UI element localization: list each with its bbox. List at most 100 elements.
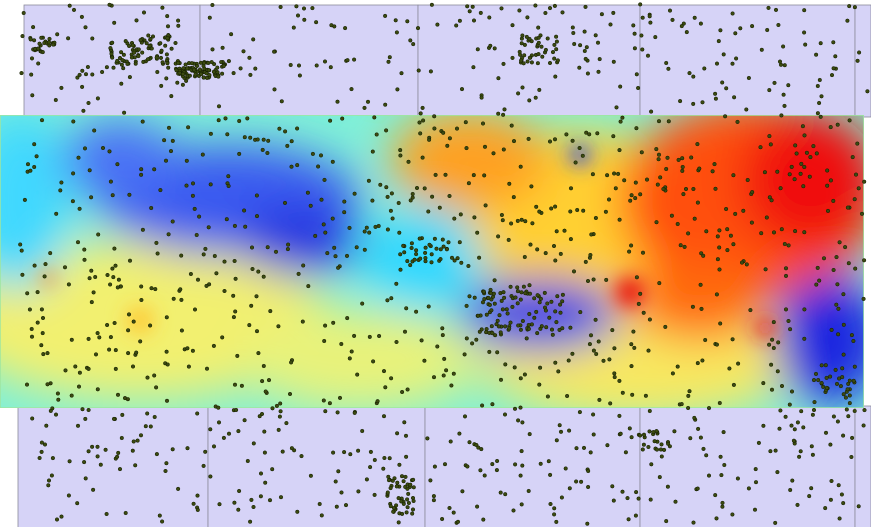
- sample-point: [547, 139, 553, 144]
- sample-point: [554, 320, 559, 325]
- sample-point: [846, 261, 851, 266]
- sample-point: [455, 519, 461, 524]
- sample-point: [555, 58, 560, 63]
- sample-point: [452, 216, 457, 221]
- sample-point: [115, 454, 120, 459]
- sample-point: [127, 192, 132, 197]
- sample-point: [91, 487, 96, 492]
- sample-point: [295, 509, 300, 514]
- sample-point: [90, 72, 95, 77]
- sample-point: [126, 328, 131, 333]
- sample-point: [108, 335, 113, 340]
- sample-point: [389, 376, 394, 381]
- sample-point: [862, 179, 867, 184]
- sample-point: [733, 31, 738, 36]
- sample-point: [801, 184, 806, 189]
- sample-point: [716, 39, 721, 44]
- sample-point: [552, 506, 557, 511]
- sample-point: [771, 345, 776, 351]
- sample-point: [138, 339, 143, 344]
- sample-point: [149, 286, 154, 291]
- sample-point: [493, 333, 498, 338]
- sample-point: [522, 254, 527, 260]
- sample-point: [166, 232, 171, 237]
- sample-point: [713, 186, 718, 191]
- sample-point: [696, 426, 701, 431]
- sample-point: [492, 278, 497, 283]
- sample-point: [195, 507, 200, 512]
- sample-point: [845, 205, 850, 210]
- sample-point: [242, 208, 247, 213]
- sample-point: [119, 50, 124, 55]
- sample-point: [489, 308, 494, 313]
- sample-point: [527, 311, 532, 317]
- sample-point: [62, 265, 68, 270]
- sample-point: [501, 112, 506, 117]
- sample-point: [162, 138, 167, 143]
- sample-point: [543, 251, 548, 256]
- sample-point: [154, 452, 159, 457]
- sample-point: [861, 423, 866, 428]
- sample-point: [557, 327, 562, 332]
- sample-point: [603, 209, 608, 214]
- sample-point: [364, 477, 369, 482]
- sample-point: [836, 306, 841, 311]
- sample-point: [680, 168, 685, 173]
- sample-point: [180, 82, 185, 87]
- sample-point: [109, 51, 114, 56]
- sample-point: [175, 80, 180, 85]
- sample-point: [651, 430, 656, 435]
- sample-point: [272, 87, 277, 92]
- sample-point: [518, 297, 523, 302]
- sample-point: [387, 55, 392, 60]
- sample-point: [502, 412, 508, 417]
- sample-point: [352, 57, 357, 62]
- sample-point: [232, 500, 237, 505]
- sample-point: [146, 33, 151, 38]
- sample-point: [89, 268, 94, 273]
- sample-point: [636, 301, 641, 306]
- sample-point: [764, 215, 769, 220]
- sample-point: [59, 180, 64, 185]
- sample-point: [426, 209, 431, 214]
- sample-point: [640, 447, 645, 452]
- sample-point: [676, 157, 681, 162]
- parcel: [424, 405, 641, 527]
- sample-point: [343, 26, 348, 31]
- sample-point: [846, 381, 851, 386]
- sample-point: [775, 470, 780, 475]
- sample-point: [237, 151, 242, 156]
- sample-point: [197, 67, 203, 72]
- sample-point: [527, 98, 532, 103]
- sample-point: [253, 66, 258, 71]
- sample-point: [482, 173, 487, 178]
- sample-point: [55, 391, 60, 396]
- sample-point: [195, 277, 201, 282]
- sample-point: [340, 116, 345, 121]
- sample-point: [163, 158, 169, 163]
- sample-point: [581, 208, 586, 213]
- sample-point: [295, 13, 301, 18]
- sample-point: [130, 43, 135, 48]
- sample-point: [85, 64, 90, 70]
- sample-point: [530, 221, 535, 226]
- sample-point: [262, 450, 267, 455]
- sample-point: [746, 486, 751, 491]
- sample-point: [243, 224, 248, 229]
- sample-point: [824, 385, 829, 390]
- sample-point: [127, 75, 132, 80]
- sample-point: [327, 401, 332, 406]
- sample-point: [627, 249, 632, 254]
- sample-point: [163, 468, 168, 474]
- sample-point: [139, 297, 144, 303]
- sample-point: [571, 30, 576, 36]
- sample-point: [513, 462, 518, 467]
- sample-point: [77, 72, 82, 77]
- sample-point: [399, 474, 405, 479]
- sample-point: [558, 251, 563, 256]
- sample-point: [504, 307, 509, 312]
- sample-point: [356, 448, 361, 453]
- sample-point: [808, 155, 813, 160]
- sample-point: [479, 95, 484, 100]
- sample-point: [58, 188, 63, 193]
